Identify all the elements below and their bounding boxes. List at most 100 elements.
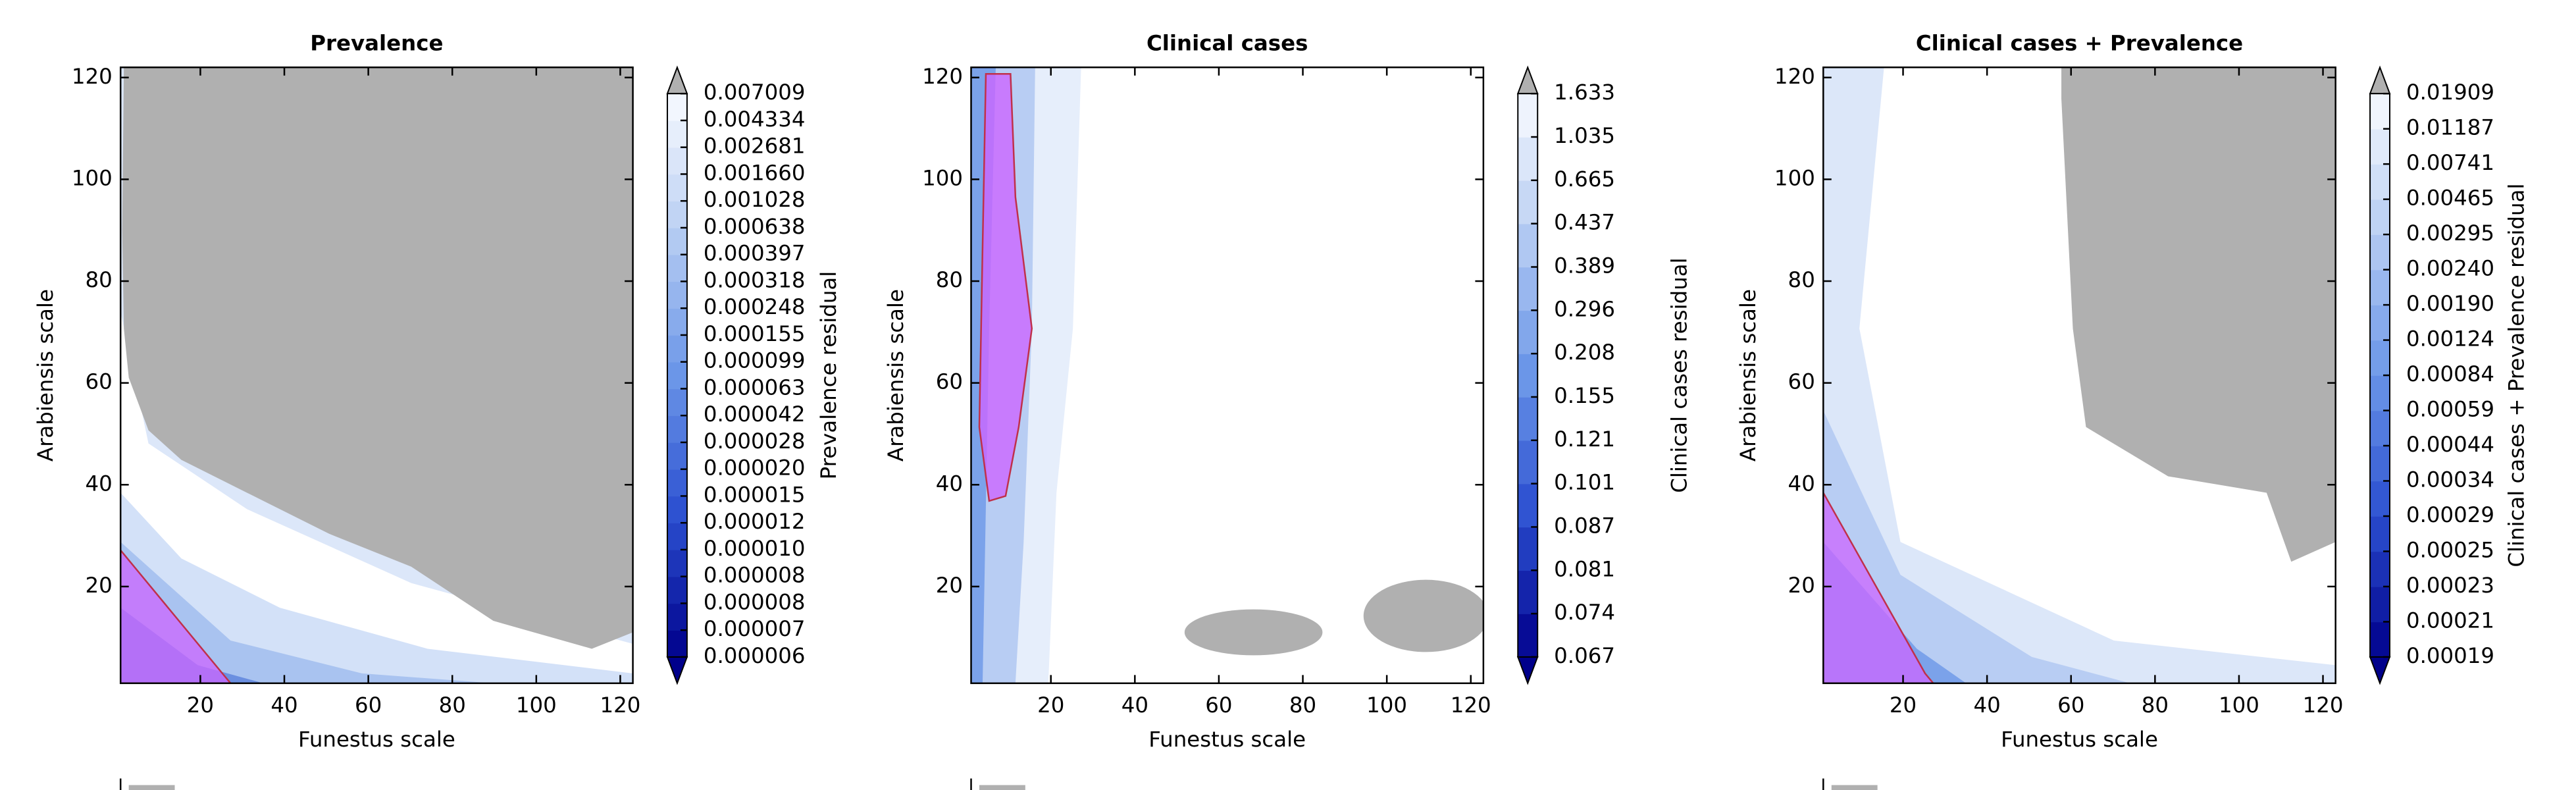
colorbar-segment [1518,614,1538,658]
y-tick-label: 60 [936,369,963,394]
colorbar-segment [667,334,687,363]
colorbar-extend [666,656,688,685]
colorbar-tick-label: 0.101 [1554,470,1615,495]
colorbar-tick-label: 0.00034 [2406,467,2494,492]
colorbar-segment [667,281,687,309]
colorbar-segment [2370,199,2390,235]
colorbar-segment [667,254,687,282]
colorbar-extend [2369,65,2391,95]
x-tick-label: 100 [516,693,557,718]
colorbar-tick-label: 0.000006 [704,643,806,668]
colorbar-segment [667,227,687,255]
y-tick-label: 20 [1788,573,1815,598]
colorbar-tick-label: 0.001660 [704,160,806,185]
colorbar-segment [2370,305,2390,341]
colorbar-tick-label: 0.000318 [704,267,806,292]
x-tick-label: 40 [1973,693,2000,718]
chart-title: Clinical cases [1146,30,1308,55]
colorbar-frame [666,93,688,658]
x-tick-label: 120 [2303,693,2344,718]
colorbar-segment [667,174,687,201]
colorbar-segment [1518,570,1538,614]
colorbar-tick-label: 0.00029 [2406,502,2494,527]
colorbar-tick-label: 0.00240 [2406,256,2494,281]
legend-swatch [979,785,1025,790]
contour-region [120,312,633,683]
x-tick-label: 20 [1037,693,1064,718]
chart-title: Clinical cases + Prevalence [1916,30,2243,55]
colorbar-tick-label: 0.000042 [704,402,806,427]
colorbar-segment [1518,93,1538,138]
colorbar-segment [667,415,687,443]
x-tick-label: 40 [1121,693,1148,718]
colorbar-tick-label: 0.121 [1554,427,1615,452]
contour-region [120,542,494,683]
colorbar-tick-label: 0.000012 [704,509,806,534]
legend-swatch [128,785,175,790]
colorbar-tick-label: 0.002681 [704,134,806,159]
colorbar-tick-label: 0.296 [1554,296,1615,321]
chart-title: Prevalence [310,30,443,55]
panel: 20 40 60 80 100 120 20 40 60 80 100 120 Clinical cas… [883,30,1691,790]
colorbar-tick-label: 0.00019 [2406,643,2494,668]
colorbar-segment [1518,440,1538,485]
y-tick-label: 20 [85,573,112,598]
colorbar-segment [667,201,687,228]
x-tick-label: 20 [1890,693,1917,718]
contour-field [971,67,1483,683]
colorbar-segment [1518,527,1538,571]
colorbar-segment [667,120,687,148]
colorbar-segment [1518,267,1538,311]
colorbar-segment [2370,410,2390,446]
colorbar-segment [2370,446,2390,482]
y-tick-label: 80 [85,267,112,292]
colorbar-tick-label: 0.000397 [704,241,806,266]
y-axis-label: Arabiensis scale [1736,289,1761,461]
colorbar-tick-label: 0.081 [1554,556,1615,581]
axes-frame [119,66,634,685]
y-tick-label: 80 [1788,267,1815,292]
colorbar-frame [1517,93,1539,658]
contour-region [1363,579,1483,652]
colorbar-tick-label: 0.000015 [704,482,806,507]
colorbar-tick-label: 0.01187 [2406,115,2494,140]
colorbar-label: Clinical cases + Prevalence residual [2504,184,2529,567]
colorbar-tick-label: 0.00025 [2406,537,2494,562]
colorbar-segment [1518,180,1538,224]
colorbar-segment [667,576,687,604]
contour-region [120,548,232,683]
x-tick-label: 80 [439,693,466,718]
colorbar-segment [667,442,687,470]
x-tick-label: 60 [1205,693,1232,718]
contour-region [1184,609,1323,656]
colorbar-tick-label: 0.00295 [2406,221,2494,246]
contour-region [1048,67,1483,683]
contour-region [122,67,633,649]
colorbar-label: Clinical cases residual [1666,257,1691,492]
colorbar-tick-label: 0.000028 [704,429,806,454]
colorbar-tick-label: 0.000155 [704,321,806,346]
colorbar-segment [667,308,687,336]
x-tick-label: 100 [2219,693,2259,718]
colorbar-tick-label: 0.000063 [704,375,806,400]
y-tick-label: 120 [72,64,113,89]
y-tick-label: 40 [1788,471,1815,496]
colorbar-tick-label: 1.035 [1554,123,1615,148]
x-axis-label: Funestus scale [2001,727,2158,752]
colorbar-segment [1518,137,1538,181]
axes-frame [1822,66,2336,685]
colorbar-segment [667,496,687,523]
y-tick-label: 100 [72,165,113,190]
axes-frame [970,66,1485,685]
y-axis-label: Arabiensis scale [883,289,908,461]
colorbar-tick-label: 0.155 [1554,383,1615,408]
colorbar-segment [1518,354,1538,398]
colorbar-segment [2370,340,2390,376]
colorbar-extend [666,65,688,95]
x-tick-label: 80 [2142,693,2169,718]
colorbar-segment [1518,223,1538,268]
y-tick-label: 40 [85,471,112,496]
colorbar-segment [667,361,687,390]
contour-region [120,492,633,683]
colorbar-tick-label: 0.437 [1554,210,1615,235]
